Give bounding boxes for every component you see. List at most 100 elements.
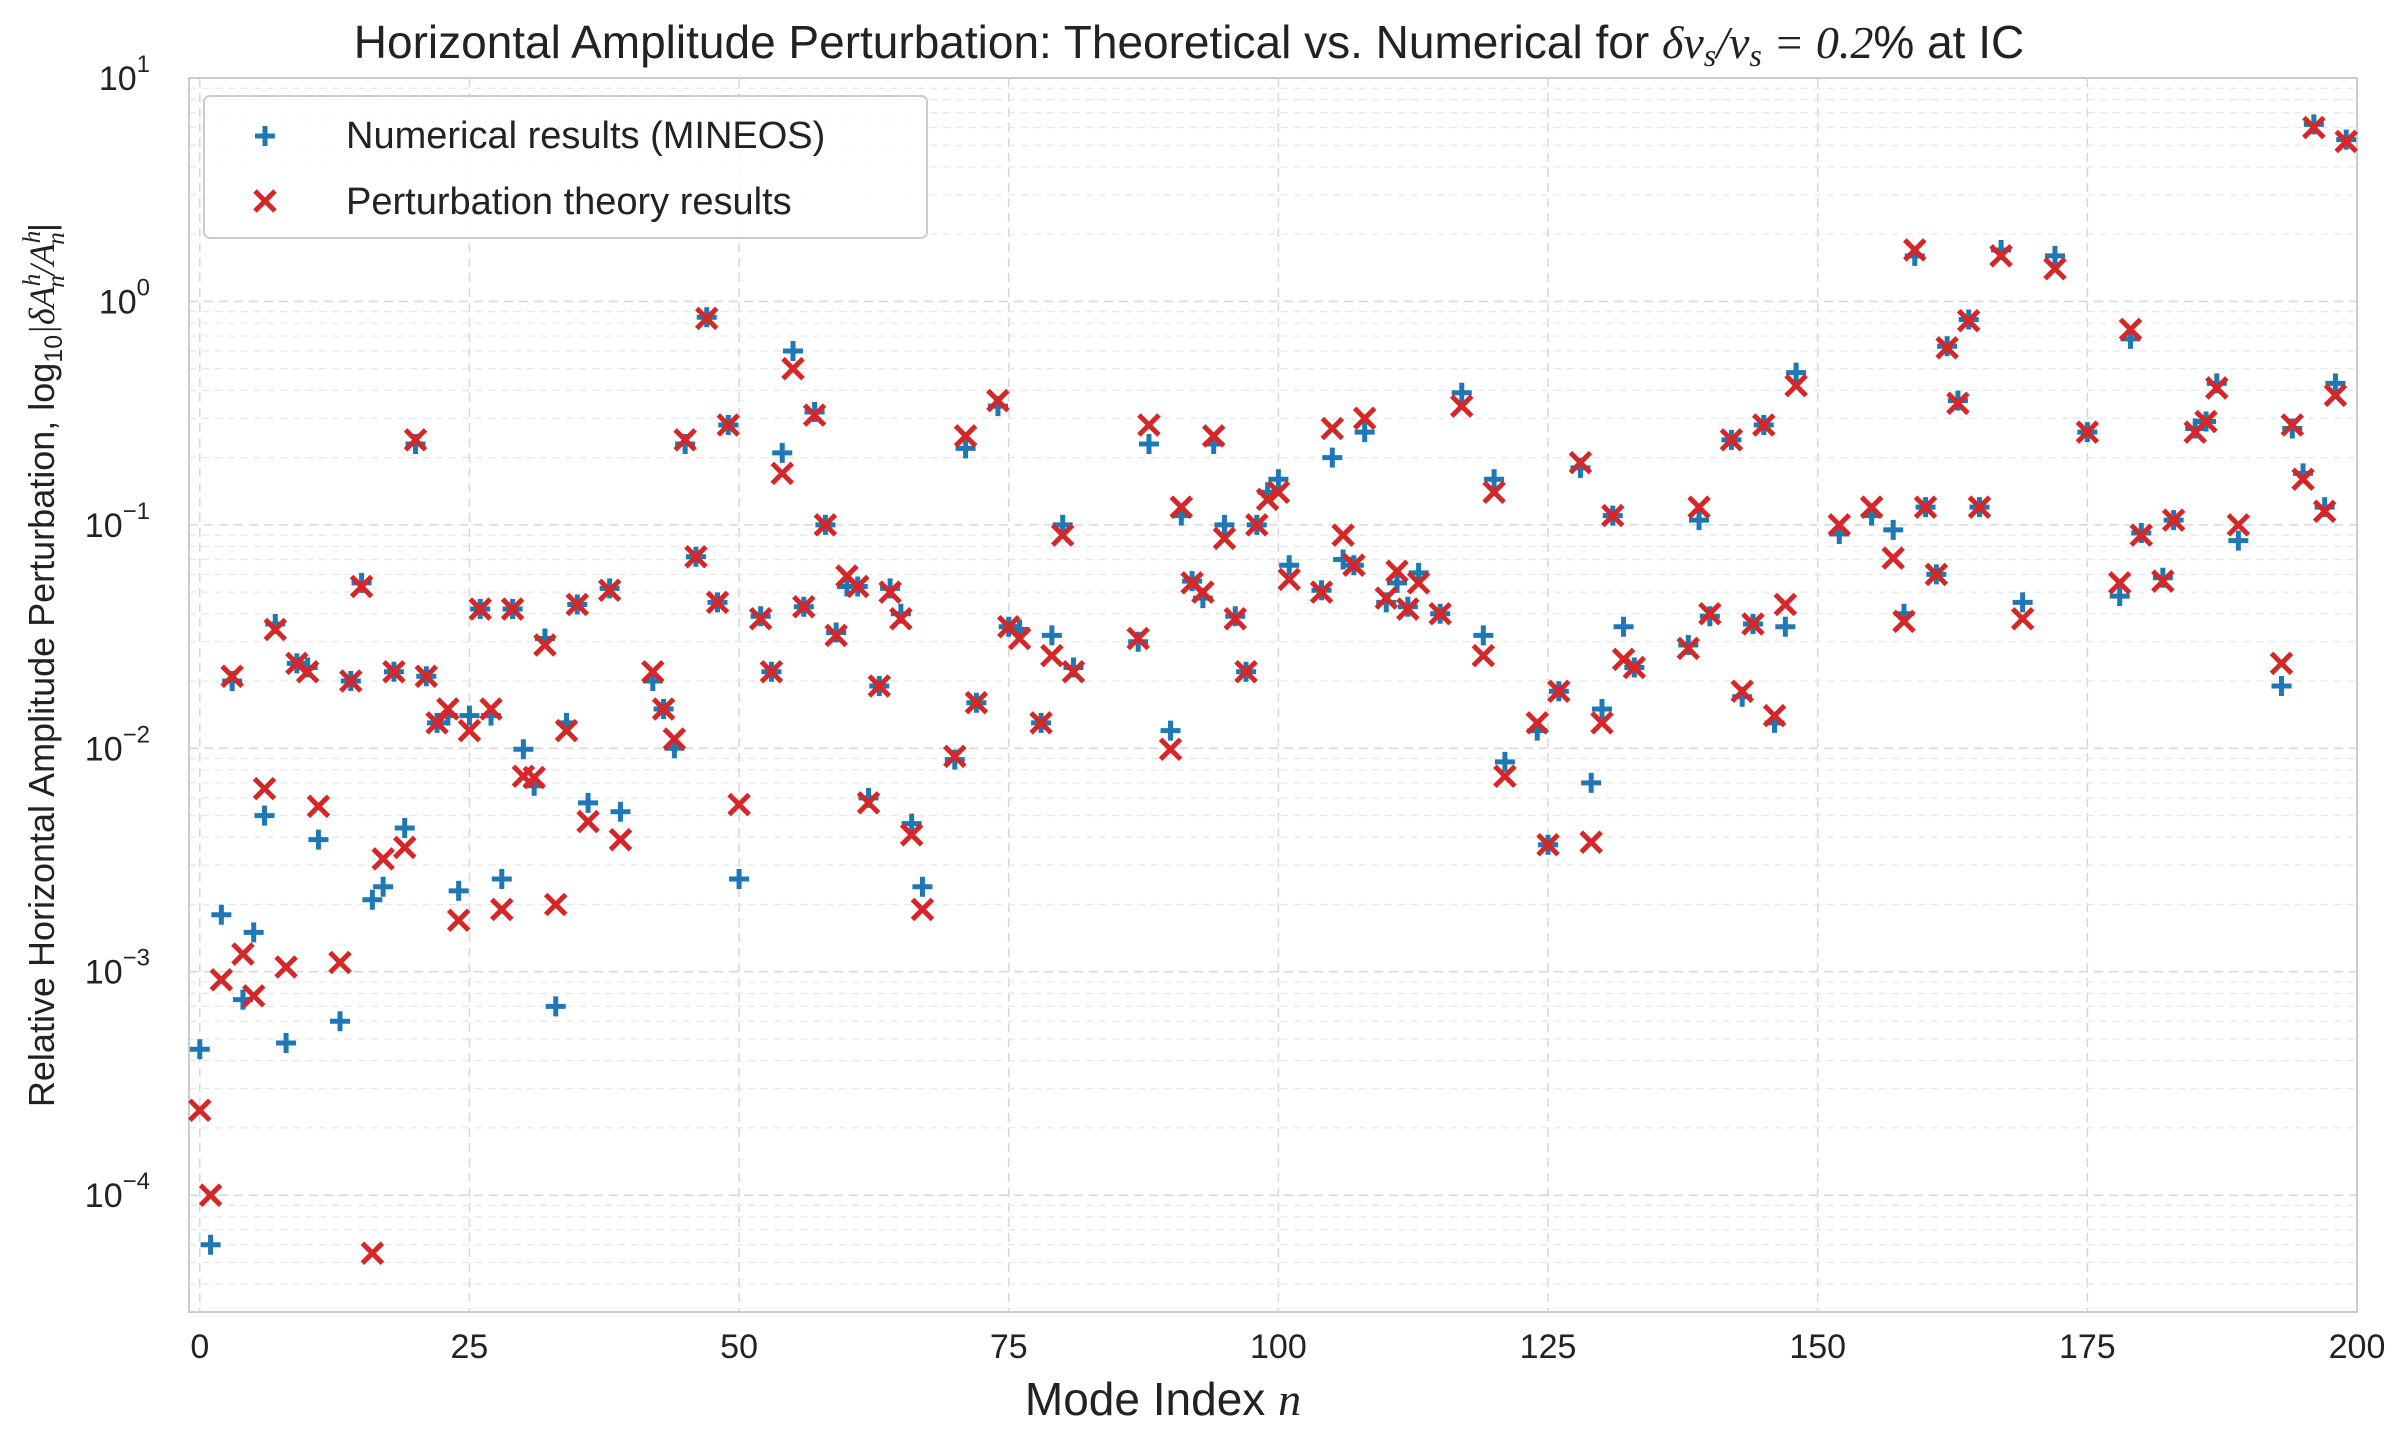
theory-point [1137, 413, 1161, 437]
x-axis-label: Mode Index n [1025, 1373, 1301, 1425]
numerical-point [729, 869, 750, 890]
theory-point [1536, 833, 1560, 857]
theory-point [889, 606, 913, 631]
y-tick-label: 10−1 [85, 498, 150, 545]
numerical-point [955, 438, 976, 459]
numerical-point [2325, 373, 2346, 394]
theory-point [2043, 257, 2067, 281]
legend-x-marker [253, 189, 277, 213]
numerical-point [610, 801, 631, 822]
theory-point [716, 413, 741, 437]
theory-point [1396, 597, 1420, 621]
x-tick-label: 100 [1250, 1328, 1307, 1366]
theory-point [1406, 571, 1431, 595]
numerical-point [1883, 519, 1904, 540]
numerical-point [1591, 698, 1612, 719]
theory-point [306, 794, 331, 819]
theory-point [2118, 317, 2143, 342]
numerical-point [243, 922, 264, 943]
theory-point [1730, 679, 1754, 704]
theory-point [662, 727, 687, 751]
theory-point [1482, 480, 1506, 504]
numerical-point [1354, 422, 1375, 443]
numerical-point [189, 1039, 210, 1060]
theory-point [2291, 467, 2315, 492]
theory-point [1471, 643, 1496, 668]
grid-lines [189, 77, 2358, 1313]
theory-point [1547, 679, 1571, 704]
numerical-point [362, 889, 383, 910]
theory-point [759, 660, 784, 684]
theory-point [910, 897, 935, 922]
series-numerical [189, 114, 2357, 1255]
theory-point [943, 744, 967, 769]
theory-point [1676, 636, 1701, 661]
theory-point [2205, 376, 2229, 400]
theory-point [565, 592, 590, 617]
theory-point [490, 897, 514, 922]
theory-point [1989, 244, 2013, 268]
theory-point [241, 984, 266, 1008]
y-tick-label: 100 [99, 274, 150, 321]
numerical-point [1160, 720, 1181, 741]
theory-point [1956, 308, 1981, 333]
x-tick-label: 200 [2329, 1328, 2386, 1366]
theory-point [1946, 391, 1970, 416]
theory-point [2226, 513, 2251, 537]
numerical-point [1484, 469, 1505, 490]
theory-point [1266, 480, 1291, 504]
theory-point [1913, 495, 1938, 519]
theory-point [1428, 602, 1452, 626]
numerical-point [330, 1011, 351, 1032]
theory-point [198, 1183, 223, 1207]
theory-point [1342, 553, 1366, 577]
x-tick-label: 175 [2059, 1328, 2116, 1366]
numerical-point [448, 880, 469, 901]
theory-point [1600, 503, 1625, 528]
theory-point [533, 633, 557, 657]
theory-point [641, 660, 665, 684]
theory-point [1622, 655, 1647, 680]
numerical-point [1052, 514, 1073, 535]
theory-point [1201, 424, 1226, 448]
theory-point [403, 428, 428, 452]
theory-point [1029, 711, 1053, 735]
theory-point [1309, 580, 1334, 604]
theory-point [295, 660, 320, 684]
theory-point [1773, 592, 1798, 617]
theory-point [2129, 523, 2154, 547]
theory-point [2010, 606, 2035, 631]
theory-point [339, 669, 363, 693]
theory-point [953, 424, 978, 448]
theory-point [479, 697, 503, 721]
x-tick-label: 125 [1520, 1328, 1577, 1366]
y-tick-label: 101 [99, 51, 150, 98]
theory-point [1352, 406, 1377, 431]
theory-point [1126, 626, 1150, 651]
numerical-point [459, 705, 480, 726]
theory-point [1169, 495, 1194, 519]
numerical-point [1473, 625, 1494, 646]
theory-point [274, 955, 298, 979]
theory-point [813, 513, 838, 537]
theory-point [597, 578, 622, 602]
numerical-point [2012, 592, 2033, 613]
numerical-point [1214, 514, 1235, 535]
theory-point [802, 403, 827, 427]
theory-point [522, 765, 546, 790]
theory-point [371, 847, 395, 871]
numerical-point [1494, 751, 1515, 772]
theory-point [1050, 523, 1075, 547]
theory-point [360, 1241, 385, 1265]
numerical-point [254, 805, 275, 826]
numerical-point [1451, 382, 1472, 403]
theory-point [1374, 586, 1399, 610]
legend-box [203, 95, 928, 239]
legend-label-numerical: Numerical results (MINEOS) [346, 115, 825, 157]
theory-point [1234, 660, 1258, 684]
numerical-point [783, 341, 804, 362]
numerical-point [394, 817, 415, 838]
numerical-point [2228, 530, 2249, 551]
numerical-point [200, 1234, 221, 1255]
theory-point [2161, 508, 2186, 532]
